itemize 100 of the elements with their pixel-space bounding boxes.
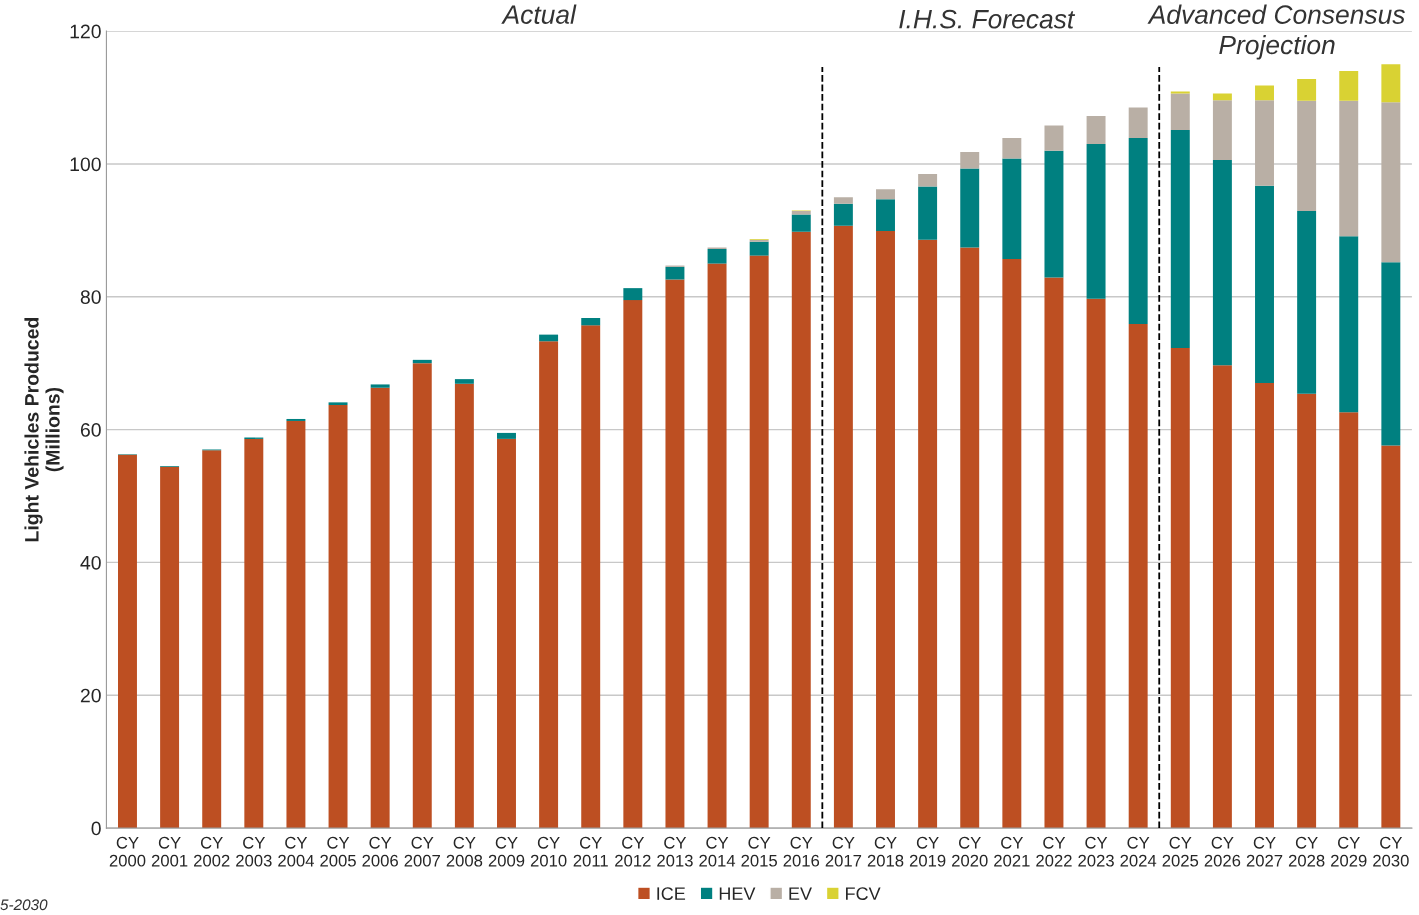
- x-tick-label: CY 2019: [909, 836, 946, 867]
- bar: [665, 266, 685, 280]
- bar: [160, 466, 180, 829]
- y-tick-label: 20: [80, 688, 101, 703]
- bar: [370, 384, 390, 388]
- bar: [707, 248, 727, 264]
- bar: [1255, 100, 1274, 186]
- bar: [539, 334, 559, 342]
- bar: [370, 387, 390, 829]
- legend-label: FCV: [846, 887, 881, 900]
- bar: [960, 151, 980, 169]
- bar: [286, 420, 306, 829]
- bar: [539, 341, 559, 829]
- bar: [918, 173, 938, 187]
- bar: [707, 263, 727, 829]
- x-tick-label: CY 2029: [1331, 836, 1367, 867]
- x-tick-label: CY 2025: [1162, 836, 1199, 867]
- bar: [1170, 93, 1190, 131]
- x-tick-label: CY 2021: [994, 836, 1030, 867]
- bar: [1170, 130, 1190, 348]
- x-tick-label: CY 2000: [109, 836, 146, 867]
- bar: [581, 318, 601, 326]
- bar: [1297, 211, 1317, 394]
- bar: [497, 438, 516, 829]
- bar: [412, 363, 432, 829]
- x-tick-label: CY 2027: [1246, 836, 1283, 867]
- bar: [918, 186, 938, 240]
- x-tick-label: CY 2022: [1036, 836, 1072, 867]
- bar: [1381, 102, 1401, 263]
- x-tick-label: CY 2001: [151, 836, 188, 867]
- y-axis-title: Light Vehicles Produced (Millions): [24, 317, 64, 542]
- bar: [1212, 100, 1232, 160]
- legend-label: EV: [789, 887, 812, 900]
- bar: [833, 225, 853, 829]
- x-tick-label: CY 2005: [320, 836, 356, 867]
- x-tick-label: CY 2010: [530, 836, 567, 867]
- bar: [876, 189, 895, 200]
- bar: [1339, 236, 1359, 413]
- bar: [623, 288, 643, 301]
- bar: [1339, 412, 1359, 829]
- bar: [1255, 185, 1274, 384]
- x-tick-label: CY 2016: [783, 836, 820, 867]
- bar: [328, 405, 348, 829]
- bar: [497, 432, 516, 439]
- bar: [876, 199, 895, 232]
- bar: [833, 203, 853, 226]
- bar: [1255, 85, 1274, 101]
- bar: [1381, 445, 1401, 829]
- y-tick-label: 80: [80, 290, 101, 304]
- x-tick-label: CY 2018: [867, 836, 904, 867]
- text: Actual: [501, 4, 577, 24]
- y-tick-label: 60: [80, 423, 101, 437]
- bar: [791, 214, 811, 232]
- x-tick-label: CY 2015: [741, 836, 778, 867]
- bar: [1044, 125, 1064, 151]
- bar: [833, 197, 853, 204]
- y-tick-label: 0: [91, 821, 101, 836]
- x-tick-label: CY 2008: [446, 836, 483, 867]
- bar: [1339, 100, 1359, 237]
- bar: [1002, 258, 1022, 829]
- x-tick-label: CY 2026: [1204, 836, 1241, 867]
- x-tick-label: CY 2012: [615, 836, 651, 867]
- bar: [1339, 70, 1359, 101]
- y-tick-label: 40: [80, 555, 101, 570]
- bar: [749, 255, 769, 829]
- text: 5-2030: [0, 899, 48, 911]
- bar: [454, 383, 474, 829]
- x-tick-label: CY 2023: [1078, 836, 1114, 867]
- bar: [118, 454, 137, 829]
- bar: [1381, 262, 1401, 446]
- bar: [665, 279, 685, 829]
- bar: [1212, 159, 1232, 366]
- bar: [1255, 383, 1274, 829]
- bar: [1297, 100, 1317, 212]
- legend-label: HEV: [719, 887, 756, 900]
- bar: [791, 231, 811, 829]
- bar: [876, 231, 895, 829]
- x-tick-label: CY 2006: [362, 836, 398, 867]
- y-tick-label: 100: [70, 157, 101, 172]
- bar: [960, 168, 980, 248]
- bar: [1381, 64, 1401, 103]
- bar: [1086, 116, 1106, 145]
- bar: [1128, 138, 1148, 324]
- x-tick-label: CY 2017: [825, 836, 862, 867]
- x-tick-label: CY 2030: [1373, 836, 1409, 867]
- bar: [1044, 277, 1064, 829]
- x-tick-label: CY 2014: [699, 836, 736, 867]
- bar: [960, 247, 980, 829]
- x-tick-label: CY 2024: [1120, 836, 1157, 867]
- bar: [623, 300, 643, 829]
- bar: [1297, 78, 1317, 101]
- x-tick-label: CY 2011: [573, 836, 608, 867]
- bar: [454, 379, 474, 384]
- text: I.H.S. Forecast: [899, 9, 1076, 29]
- x-tick-label: CY 2007: [404, 836, 440, 867]
- bar: [1128, 323, 1148, 829]
- bar: [1212, 93, 1232, 101]
- bar: [1086, 298, 1106, 829]
- bar: [581, 325, 601, 829]
- x-tick-label: CY 2009: [488, 836, 525, 867]
